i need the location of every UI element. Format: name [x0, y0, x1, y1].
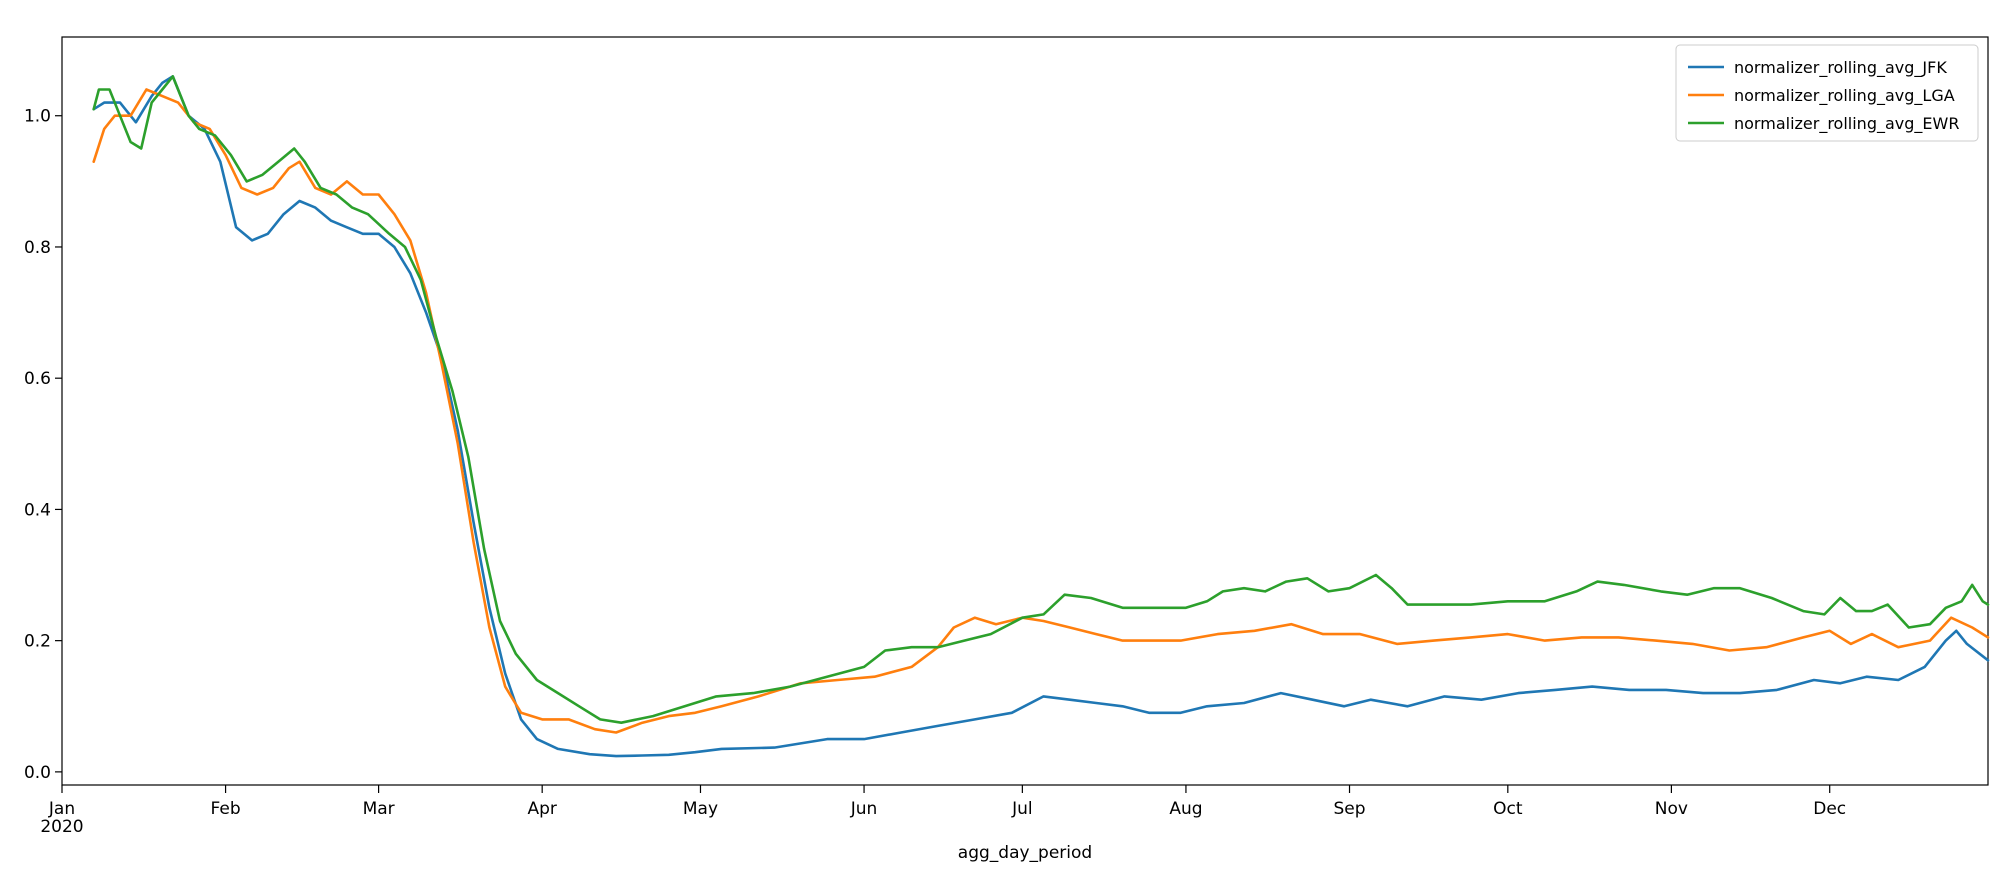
legend-label: normalizer_rolling_avg_EWR — [1734, 114, 1959, 134]
series-layer — [92, 75, 1990, 758]
x-axis-label: agg_day_period — [958, 843, 1092, 863]
x-tick-label: Jul — [1011, 799, 1033, 819]
y-tick-label: 0.0 — [24, 763, 51, 783]
legend-label: normalizer_rolling_avg_JFK — [1734, 58, 1947, 78]
y-tick-label: 0.8 — [24, 238, 51, 258]
y-tick-label: 0.4 — [24, 500, 51, 520]
x-tick-label: May — [683, 799, 718, 819]
x-tick-label: Oct — [1493, 799, 1523, 819]
y-tick-label: 1.0 — [24, 107, 51, 127]
x-tick-label: Nov — [1655, 799, 1688, 819]
x-tick-label: Mar — [363, 799, 395, 819]
plot-frame — [61, 36, 1989, 786]
legend-label: normalizer_rolling_avg_LGA — [1734, 86, 1955, 106]
y-tick-label: 0.6 — [24, 369, 51, 389]
x-tick-sublabel: 2020 — [40, 817, 83, 837]
x-tick-label: Aug — [1169, 799, 1202, 819]
x-tick-label: Sep — [1333, 799, 1365, 819]
x-tick-label: Jan — [48, 799, 75, 819]
y-tick-label: 0.2 — [24, 632, 51, 652]
x-tick-label: Jun — [850, 799, 878, 819]
x-tick-label: Dec — [1813, 799, 1846, 819]
plot-area — [61, 36, 1989, 786]
x-tick-label: Feb — [211, 799, 241, 819]
legend: normalizer_rolling_avg_JFK normalizer_rol… — [1675, 44, 1979, 142]
series-line-3 — [92, 75, 1990, 724]
x-tick-label: Apr — [527, 799, 556, 819]
legend-box — [1675, 44, 1979, 142]
series-line-1 — [92, 75, 1990, 758]
